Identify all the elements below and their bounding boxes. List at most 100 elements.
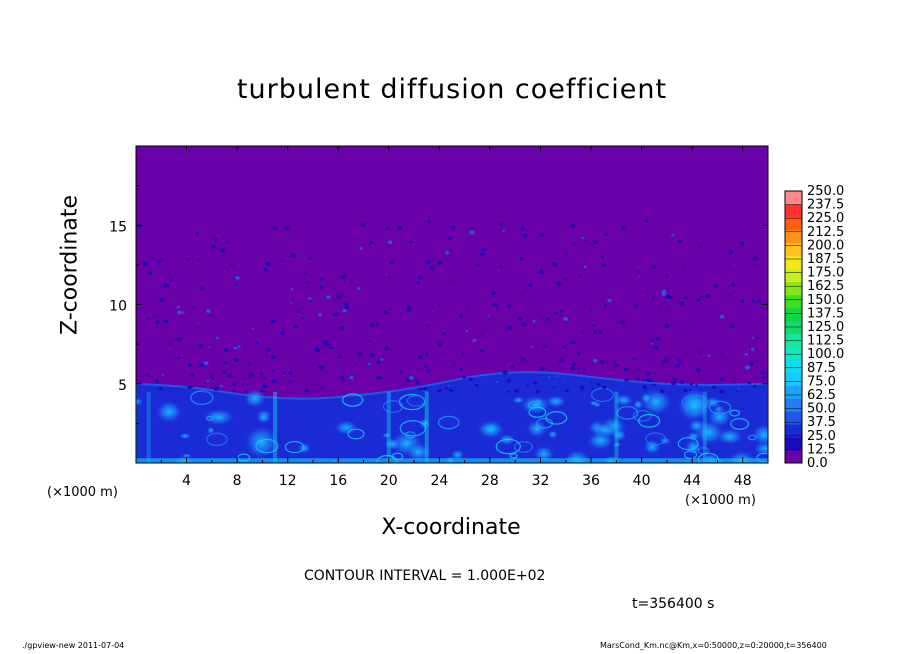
turbulence-speck — [449, 279, 452, 282]
turbulence-speck — [677, 358, 683, 363]
turbulence-speck — [206, 380, 210, 383]
turbulence-speck — [234, 358, 239, 362]
turbulence-speck — [424, 352, 429, 356]
eddy-contour — [616, 406, 639, 420]
turbulence-speck — [271, 369, 275, 373]
eddy-contour — [545, 411, 568, 425]
turbulence-speck — [176, 337, 182, 342]
plume — [386, 391, 391, 463]
turbulence-speck — [525, 287, 528, 290]
turbulence-speck — [597, 383, 601, 386]
turbulence-speck — [539, 269, 544, 274]
turbulence-speck — [535, 312, 538, 315]
turbulence-speck — [167, 272, 170, 275]
turbulence-speck — [314, 347, 320, 352]
turbulence-speck — [212, 387, 215, 389]
turbulence-speck — [555, 375, 559, 378]
turbulence-speck — [318, 387, 322, 390]
colorbar-label: 100.0 — [807, 347, 844, 362]
colorbar-label: 75.0 — [807, 374, 836, 389]
turbulence-speck — [355, 363, 358, 365]
turbulence-speck — [506, 304, 511, 308]
turbulence-speck — [678, 301, 684, 306]
turbulence-speck — [679, 380, 685, 384]
colorbar-segment — [785, 437, 802, 451]
turbulence-speck — [280, 259, 284, 262]
turbulence-speck — [552, 386, 555, 389]
turbulence-speck — [583, 368, 587, 371]
turbulence-speck — [740, 298, 745, 303]
turbulence-speck — [383, 310, 388, 315]
turbulence-speck — [318, 365, 324, 370]
turbulence-speck — [262, 376, 266, 380]
turbulence-speck — [651, 264, 657, 269]
turbulence-speck — [271, 379, 277, 384]
turbulence-speck — [707, 354, 711, 357]
turbulence-speck — [653, 372, 655, 374]
eddy — [511, 396, 526, 404]
turbulence-speck — [291, 253, 296, 258]
colorbar-segment — [785, 372, 802, 386]
turbulence-speck — [215, 336, 220, 340]
turbulence-speck — [388, 240, 393, 245]
turbulence-speck — [336, 295, 342, 300]
turbulence-speck — [406, 307, 412, 312]
turbulence-speck — [308, 297, 312, 300]
turbulence-speck — [756, 337, 759, 340]
colorbar-label: 187.5 — [807, 252, 844, 267]
turbulence-speck — [234, 276, 240, 280]
turbulence-speck — [409, 376, 414, 380]
turbulence-speck — [319, 277, 325, 281]
turbulence-speck — [747, 381, 752, 385]
turbulence-speck — [572, 237, 575, 239]
turbulence-speck — [248, 372, 254, 377]
turbulence-speck — [761, 376, 766, 380]
colorbar-label: 237.5 — [807, 198, 844, 213]
eddy — [687, 418, 706, 434]
turbulence-speck — [449, 389, 454, 392]
turbulence-speck — [334, 313, 338, 317]
turbulence-speck — [405, 378, 411, 383]
turbulence-speck — [650, 342, 653, 345]
turbulence-speck — [225, 226, 228, 229]
turbulence-speck — [517, 317, 523, 321]
turbulence-speck — [603, 304, 607, 307]
turbulence-speck — [479, 349, 484, 353]
chart-title: turbulent diffusion coefficient — [236, 74, 668, 105]
turbulence-speck — [479, 252, 485, 257]
turbulence-speck — [224, 348, 229, 352]
colorbar-segment — [785, 294, 802, 309]
turbulence-speck — [375, 323, 379, 326]
turbulence-speck — [593, 330, 598, 335]
colorbar-label: 250.0 — [807, 184, 844, 199]
turbulence-speck — [447, 236, 452, 241]
colorbar-label: 37.5 — [807, 415, 836, 430]
colorbar-segment — [785, 281, 802, 296]
turbulence-speck — [581, 331, 585, 334]
turbulence-speck — [528, 302, 531, 304]
turbulence-speck — [591, 324, 595, 327]
turbulence-speck — [170, 351, 173, 354]
turbulence-speck — [727, 294, 731, 296]
colorbar-segment — [785, 229, 802, 244]
turbulence-speck — [259, 372, 263, 375]
turbulence-speck — [652, 383, 656, 387]
turbulence-speck — [645, 290, 649, 293]
turbulence-speck — [472, 339, 477, 343]
x-tick-label: 40 — [633, 473, 651, 489]
turbulence-speck — [225, 241, 229, 244]
turbulence-speck — [454, 362, 457, 365]
turbulence-speck — [601, 263, 607, 267]
turbulence-speck — [577, 367, 581, 370]
turbulence-speck — [646, 372, 651, 376]
turbulence-speck — [564, 278, 568, 281]
turbulence-speck — [620, 226, 626, 230]
turbulence-speck — [422, 386, 427, 391]
turbulence-speck — [695, 384, 698, 387]
turbulence-speck — [448, 389, 451, 391]
turbulence-speck — [340, 376, 345, 380]
turbulence-speck — [655, 336, 661, 341]
turbulence-speck — [153, 314, 156, 317]
turbulence-speck — [437, 261, 443, 266]
